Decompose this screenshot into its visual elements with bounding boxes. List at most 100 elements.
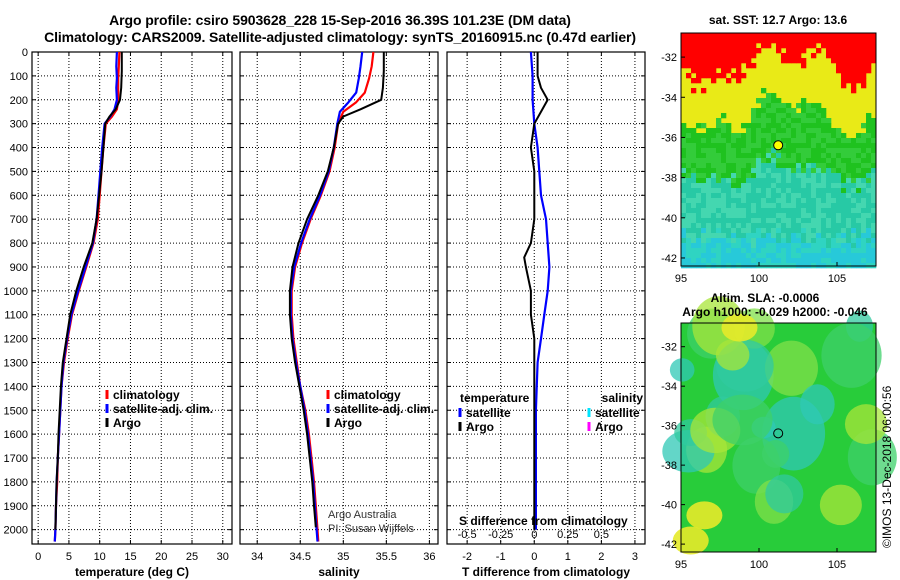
map-cell bbox=[846, 158, 852, 164]
map-cell bbox=[701, 153, 707, 159]
map-cell bbox=[761, 113, 767, 119]
map-cell bbox=[776, 178, 782, 184]
map-cell bbox=[731, 208, 737, 214]
map-cell bbox=[751, 53, 757, 59]
map-cell bbox=[771, 258, 777, 264]
depth-tick-label: 2000 bbox=[4, 525, 28, 537]
map-cell bbox=[726, 153, 732, 159]
map-cell bbox=[831, 223, 837, 229]
map-cell bbox=[866, 238, 872, 244]
map-cell bbox=[771, 193, 777, 199]
map-cell bbox=[686, 248, 692, 254]
x2-tick-label: -0.5 bbox=[458, 529, 477, 541]
map-cell bbox=[846, 78, 852, 84]
map-cell bbox=[736, 33, 742, 39]
map-cell bbox=[811, 248, 817, 254]
map-cell bbox=[711, 73, 717, 79]
map-cell bbox=[756, 158, 762, 164]
map-cell bbox=[736, 228, 742, 234]
map-cell bbox=[726, 223, 732, 229]
map-cell bbox=[866, 208, 872, 214]
map-cell bbox=[856, 163, 862, 169]
map-cell bbox=[686, 73, 692, 79]
map-cell bbox=[686, 143, 692, 149]
map-cell bbox=[736, 63, 742, 69]
map-cell bbox=[756, 218, 762, 224]
map-cell bbox=[866, 38, 872, 44]
map-cell bbox=[791, 128, 797, 134]
map-cell bbox=[696, 238, 702, 244]
map-cell bbox=[831, 258, 837, 264]
map-cell bbox=[791, 168, 797, 174]
sst-map-title: sat. SST: 12.7 Argo: 13.6 bbox=[709, 13, 848, 27]
map-cell bbox=[781, 143, 787, 149]
map-cell bbox=[816, 233, 822, 239]
map-cell bbox=[821, 218, 827, 224]
map-cell bbox=[871, 48, 877, 54]
map-cell bbox=[811, 188, 817, 194]
map-cell bbox=[826, 203, 832, 209]
map-cell bbox=[806, 123, 812, 129]
map-cell bbox=[741, 183, 747, 189]
map-cell bbox=[736, 133, 742, 139]
map-cell bbox=[861, 183, 867, 189]
map-cell bbox=[711, 208, 717, 214]
map-cell bbox=[746, 163, 752, 169]
map-cell bbox=[856, 78, 862, 84]
map-cell bbox=[866, 48, 872, 54]
map-cell bbox=[846, 188, 852, 194]
map-cell bbox=[796, 198, 802, 204]
map-cell bbox=[841, 248, 847, 254]
map-cell bbox=[796, 143, 802, 149]
map-cell bbox=[736, 193, 742, 199]
map-cell bbox=[691, 258, 697, 264]
map-cell bbox=[761, 38, 767, 44]
map-cell bbox=[706, 213, 712, 219]
map-cell bbox=[836, 43, 842, 49]
map-cell bbox=[856, 243, 862, 249]
lon-tick-label: 95 bbox=[675, 559, 687, 571]
map-cell bbox=[841, 38, 847, 44]
map-cell bbox=[806, 248, 812, 254]
map-cell bbox=[766, 43, 772, 49]
map-cell bbox=[861, 193, 867, 199]
map-cell bbox=[756, 38, 762, 44]
map-cell bbox=[866, 128, 872, 134]
map-cell bbox=[846, 168, 852, 174]
map-cell bbox=[751, 123, 757, 129]
map-cell bbox=[816, 218, 822, 224]
map-cell bbox=[736, 223, 742, 229]
map-cell bbox=[736, 178, 742, 184]
x-tick-label: 30 bbox=[217, 551, 229, 563]
map-cell bbox=[746, 48, 752, 54]
map-cell bbox=[716, 118, 722, 124]
map-cell bbox=[696, 168, 702, 174]
map-cell bbox=[851, 138, 857, 144]
map-cell bbox=[841, 133, 847, 139]
map-cell bbox=[816, 138, 822, 144]
map-cell bbox=[781, 158, 787, 164]
sla-blob bbox=[715, 339, 750, 371]
map-cell bbox=[871, 148, 877, 154]
map-cell bbox=[681, 58, 687, 64]
map-cell bbox=[776, 33, 782, 39]
map-cell bbox=[706, 253, 712, 259]
map-cell bbox=[791, 48, 797, 54]
map-cell bbox=[756, 243, 762, 249]
map-cell bbox=[776, 203, 782, 209]
map-cell bbox=[841, 158, 847, 164]
map-cell bbox=[751, 113, 757, 119]
map-cell bbox=[811, 138, 817, 144]
depth-tick-label: 900 bbox=[10, 262, 28, 274]
map-cell bbox=[776, 253, 782, 259]
map-cell bbox=[801, 33, 807, 39]
map-cell bbox=[741, 248, 747, 254]
map-cell bbox=[751, 63, 757, 69]
map-cell bbox=[811, 108, 817, 114]
map-cell bbox=[731, 218, 737, 224]
map-cell bbox=[796, 243, 802, 249]
map-cell bbox=[786, 253, 792, 259]
map-cell bbox=[846, 68, 852, 74]
map-cell bbox=[841, 238, 847, 244]
map-cell bbox=[701, 248, 707, 254]
